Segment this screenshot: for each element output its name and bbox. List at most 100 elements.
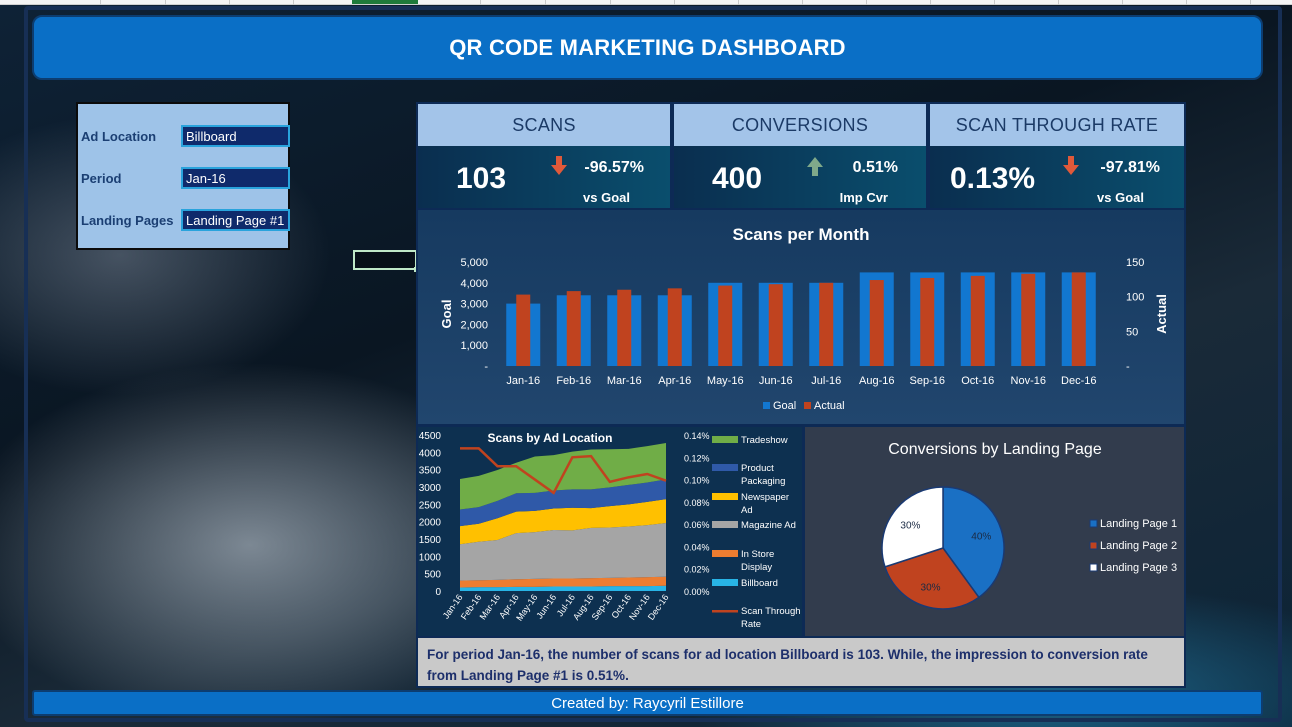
footer-credit: Created by: Raycyril Estillore (551, 694, 744, 712)
y-tick-label: 4,000 (460, 278, 488, 290)
landing-pages-dropdown[interactable]: Landing Page #1 (181, 209, 290, 231)
actual-bar (516, 294, 531, 366)
x-tick-label: Jun-16 (759, 375, 793, 387)
kpi-conversions: CONVERSIONS 400 0.51% Imp Cvr (672, 102, 928, 208)
actual-bar (718, 285, 733, 366)
x-tick-label: May-16 (707, 375, 744, 387)
kpi-scans-label: SCANS (418, 104, 670, 146)
down-arrow-shape (1063, 156, 1079, 175)
x-tick-label: Jun-16 (534, 592, 558, 620)
legend-swatch-actual (804, 402, 811, 409)
actual-bar (667, 288, 682, 366)
down-arrow-icon (551, 156, 567, 175)
y2-tick-label: 0.08% (684, 498, 710, 508)
y2-axis-title: Actual (1154, 294, 1169, 334)
legend-billboard-swatch (712, 579, 738, 586)
spreadsheet-header-strip (0, 0, 1292, 5)
x-tick-label: Nov-16 (1011, 375, 1046, 387)
legend-swatch-goal (763, 402, 770, 409)
down-arrow-shape (551, 156, 567, 175)
legend-swatch-landing-page-3 (1089, 563, 1098, 572)
legend-magazine-ad-label: Magazine Ad (741, 520, 796, 531)
legend-scan-through-rate-label: Scan Through Rate (741, 606, 801, 630)
actual-bar (1021, 273, 1036, 366)
up-arrow-shape (807, 157, 823, 176)
scans-by-ad-location-panel[interactable]: 0 500 1000 1500 2000 2500 3000 3500 4000 4500 0.00… (416, 425, 804, 638)
x-tick-label: Mar-16 (607, 375, 642, 387)
legend-in-store-display-label: In Store Display (741, 549, 774, 573)
legend-tradeshow-swatch (712, 436, 738, 443)
kpi-str-value: 0.13% (950, 162, 1036, 195)
kpi-scans-body: 103 -96.57% vs Goal (418, 146, 670, 208)
pie-slice-landing-page-3 (881, 486, 944, 568)
legend-product-packaging-label: Product Packaging (741, 463, 785, 487)
x-tick-label: Feb-16 (556, 375, 591, 387)
pie-chart-title: Conversions by Landing Page (888, 441, 1102, 458)
pie-data-label: 40% (971, 532, 991, 543)
scan-through-rate-line (460, 447, 667, 495)
y2-tick-label: 0.10% (684, 476, 710, 486)
legend-product-packaging-swatch (712, 464, 738, 471)
legend-newspaper-ad-label: Newspaper Ad (741, 492, 789, 516)
legend-label-line: Scan Through (741, 606, 801, 617)
filter-panel: Ad Location Billboard Period Jan-16 Land… (76, 102, 290, 250)
kpi-conversions-change: 0.51% (852, 159, 898, 176)
y-tick-label: 0 (435, 587, 441, 598)
actual-bar (1071, 272, 1086, 366)
kpi-scans-sub: vs Goal (583, 190, 630, 205)
filter-period: Period Jan-16 (78, 167, 290, 189)
dashboard-title: QR CODE MARKETING DASHBOARD (449, 34, 846, 60)
legend-label-landing-page-1: Landing Page 1 (1100, 518, 1177, 530)
y-tick-label: 500 (424, 570, 441, 581)
down-arrow-icon (1063, 156, 1079, 175)
x-tick-label: Oct-16 (961, 375, 994, 387)
kpi-conversions-sub: Imp Cvr (839, 190, 888, 205)
area-newspaper-ad (460, 499, 666, 545)
kpi-conversions-label: CONVERSIONS (674, 104, 926, 146)
y-axis-title: Goal (439, 300, 454, 329)
y2-tick-label: 0.02% (684, 565, 710, 575)
area-magazine-ad (460, 523, 666, 581)
filter-label-ad-location: Ad Location (81, 129, 157, 144)
y2-tick-label: - (1126, 361, 1130, 373)
ad-location-dropdown[interactable]: Billboard (181, 125, 290, 147)
y-tick-label: 2000 (419, 518, 442, 529)
selected-cell[interactable] (353, 250, 419, 272)
y-tick-label: - (484, 361, 488, 373)
scans-per-month-panel[interactable]: Scans per Month - 1,000 2,000 3,000 4,000 5,00… (416, 208, 1186, 426)
conversions-by-landing-page-chart: Conversions by Landing Page 40% 30% 30% Land… (881, 441, 1177, 610)
kpi-scans-change: -96.57% (584, 159, 644, 176)
legend-label-line: Rate (741, 619, 761, 630)
actual-bar (819, 282, 834, 366)
legend-label-line: Newspaper (741, 492, 789, 503)
y2-tick-label: 0.14% (684, 431, 710, 441)
legend-label-line: Product (741, 463, 774, 474)
y2-tick-label: 50 (1126, 326, 1138, 338)
y-tick-label: 3,000 (460, 299, 488, 311)
actual-bar (970, 275, 985, 366)
area-billboard (460, 585, 666, 591)
y-tick-label: 4000 (419, 448, 442, 459)
pie-data-label: 30% (900, 520, 920, 531)
area-in-store-display (460, 576, 666, 588)
y-tick-label: 4500 (419, 431, 442, 442)
area-product-packaging (460, 479, 666, 527)
conversions-by-landing-page-panel[interactable]: Conversions by Landing Page 40% 30% 30% Land… (803, 425, 1186, 638)
legend-swatch-landing-page-2 (1089, 541, 1098, 550)
legend-label-actual: Actual (814, 400, 845, 412)
kpi-scan-through-rate: SCAN THROUGH RATE 0.13% -97.81% vs Goal (928, 102, 1186, 208)
actual-bar (566, 291, 581, 366)
filter-ad-location: Ad Location Billboard (78, 125, 290, 147)
y-tick-label: 2,000 (460, 319, 488, 331)
legend-newspaper-ad-swatch (712, 493, 738, 500)
x-tick-label: Jul-16 (811, 375, 841, 387)
actual-bar (869, 280, 884, 366)
period-dropdown[interactable]: Jan-16 (181, 167, 290, 189)
kpi-str-body: 0.13% -97.81% vs Goal (930, 146, 1184, 208)
legend-label-landing-page-2: Landing Page 2 (1100, 540, 1177, 552)
x-tick-label: Aug-16 (859, 375, 894, 387)
legend-tradeshow-label: Tradeshow (741, 435, 788, 446)
area-chart-title: Scans by Ad Location (488, 431, 613, 445)
kpi-scans: SCANS 103 -96.57% vs Goal (416, 102, 672, 208)
y-tick-label: 3000 (419, 483, 442, 494)
